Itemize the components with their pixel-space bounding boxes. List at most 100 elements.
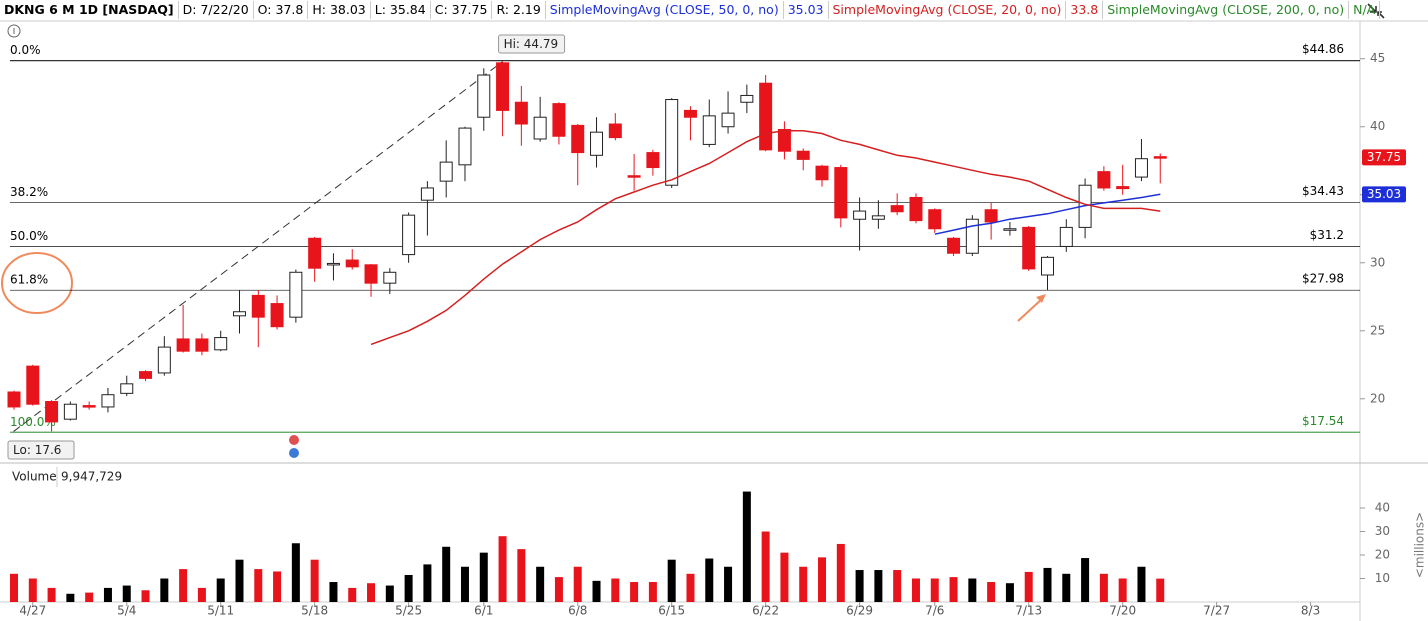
volume-bar: [930, 578, 939, 602]
price-badge-label: 35.03: [1367, 187, 1401, 201]
candle-body: [1022, 226, 1036, 270]
candle-body: [383, 271, 397, 284]
candle-body: [683, 109, 697, 118]
event-icon[interactable]: [289, 448, 299, 458]
event-icon[interactable]: [289, 435, 299, 445]
date: D: 7/22/20: [179, 1, 254, 19]
highlight-circle: [1, 252, 73, 314]
candle-body: [45, 401, 59, 423]
callout-box: [7, 440, 75, 460]
volume-bar: [1043, 567, 1052, 602]
volume-bar: [367, 583, 376, 602]
candle-body: [251, 294, 265, 318]
study-line: [370, 130, 1161, 346]
candle-body: [721, 112, 735, 128]
candle-body: [420, 187, 434, 201]
hi-lo-line: [13, 61, 503, 432]
candle-body: [364, 264, 378, 284]
label: R:: [496, 2, 509, 17]
candle-body: [590, 131, 604, 156]
candle-body: [1041, 256, 1055, 276]
x-tick-label: 6/22: [752, 604, 779, 618]
x-tick-label: 7/20: [1109, 604, 1136, 618]
candle-body: [326, 262, 340, 266]
candle-body: [270, 303, 284, 328]
legend-name: SimpleMovingAvg (CLOSE, 200, 0, no): [1107, 2, 1345, 17]
volume-bar: [103, 587, 112, 602]
study-line: [934, 193, 1161, 235]
volume-bar: [254, 569, 263, 602]
volume-bar: [573, 566, 582, 602]
info-icon[interactable]: [7, 24, 21, 38]
x-tick-label: 5/4: [117, 604, 136, 618]
legend-item[interactable]: SimpleMovingAvg (CLOSE, 200, 0, no): [1103, 1, 1350, 19]
volume-bar: [160, 578, 169, 602]
volume-bar: [780, 552, 789, 602]
candle-body: [890, 205, 904, 213]
volume-bar: [498, 536, 507, 602]
volume-bar: [66, 593, 75, 602]
value: 37.8: [275, 2, 304, 17]
candle-body: [1059, 226, 1073, 247]
fib-price: $17.54: [1302, 414, 1344, 428]
volume-bar: [667, 559, 676, 602]
callout-text: Lo: 17.6: [13, 443, 61, 457]
volume-bar: [1005, 583, 1014, 602]
candle-body: [665, 99, 679, 186]
candle-body: [533, 116, 547, 140]
volume-bar: [836, 543, 845, 602]
candle-body: [853, 210, 867, 220]
candle-body: [1116, 186, 1130, 190]
volume-bar: [348, 587, 357, 602]
candle-body: [909, 196, 923, 222]
candle-body: [947, 237, 961, 254]
candle-body: [157, 346, 171, 374]
volume-bar: [9, 573, 18, 602]
callout-text: Hi: 44.79: [504, 37, 559, 51]
legend-name: SimpleMovingAvg (CLOSE, 20, 0, no): [832, 2, 1062, 17]
volume-bar: [1137, 566, 1146, 602]
candle-body: [402, 214, 416, 256]
candle-body: [195, 338, 209, 352]
volume-bar: [310, 559, 319, 602]
value: 37.75: [451, 2, 488, 17]
volume-bar: [85, 592, 94, 602]
fib-pct: 61.8%: [10, 273, 48, 287]
fib-price: $44.86: [1302, 42, 1344, 56]
candle-body: [834, 167, 848, 219]
y-tick-label: 30: [1370, 255, 1385, 269]
volume-title: Volume: [12, 470, 57, 484]
candle-body: [496, 62, 510, 111]
candle-body: [627, 175, 641, 178]
arrow-head: [1036, 294, 1046, 303]
candle-body: [289, 271, 303, 318]
volume-bar: [479, 552, 488, 602]
fib-pct: 50.0%: [10, 229, 48, 243]
volume-bar: [648, 582, 657, 602]
candle-body: [7, 391, 21, 408]
expand-icon[interactable]: [1367, 3, 1385, 19]
legend-item[interactable]: SimpleMovingAvg (CLOSE, 50, 0, no): [546, 1, 784, 19]
callout-label: Lo:: [13, 443, 31, 457]
legend-item[interactable]: SimpleMovingAvg (CLOSE, 20, 0, no): [829, 1, 1067, 19]
candle-body: [928, 209, 942, 230]
low: L: 35.84: [371, 1, 431, 19]
callout: Lo: 17.6: [7, 440, 75, 460]
candle-body: [82, 405, 96, 408]
volume-bar: [216, 578, 225, 602]
volume-bar: [460, 566, 469, 602]
candle-body: [214, 337, 228, 351]
legend-value: 33.8: [1066, 1, 1104, 19]
candle-body: [759, 82, 773, 151]
value: 2.19: [512, 2, 541, 17]
volume-bar: [855, 570, 864, 602]
x-tick-label: 6/15: [658, 604, 685, 618]
callout-value: 44.79: [524, 37, 558, 51]
y-tick-label: 40: [1370, 119, 1385, 133]
label: D:: [182, 2, 197, 17]
y-tick-label: 25: [1370, 323, 1385, 337]
volume-bar: [536, 566, 545, 602]
candle-body: [1134, 158, 1148, 178]
x-tick-label: 8/3: [1301, 604, 1320, 618]
